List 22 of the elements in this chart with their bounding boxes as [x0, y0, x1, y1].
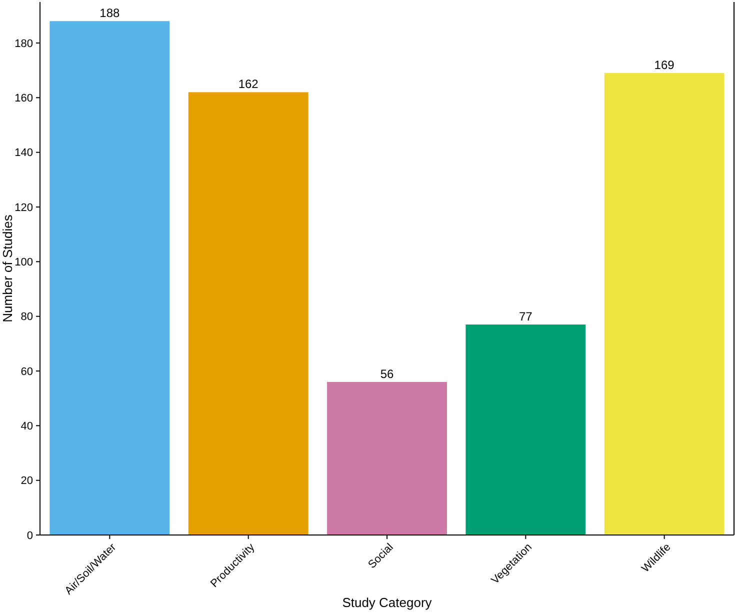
y-tick-label: 100: [14, 256, 33, 269]
data-label: 169: [654, 58, 675, 72]
y-tick-label: 120: [14, 202, 33, 214]
data-label: 77: [518, 310, 533, 324]
y-tick-label: 60: [20, 366, 33, 378]
bar: [50, 21, 170, 535]
y-tick-label: 40: [20, 420, 33, 433]
data-label: 162: [238, 77, 259, 92]
bar: [327, 382, 447, 535]
y-tick-label: 20: [20, 475, 33, 488]
data-label: 56: [380, 366, 394, 381]
bar: [466, 324, 586, 535]
x-axis-title: Study Category: [342, 595, 432, 610]
bar: [188, 92, 308, 535]
bar: [604, 73, 724, 535]
data-label: 188: [100, 6, 120, 20]
y-tick-label: 180: [14, 38, 33, 50]
y-tick-label: 160: [14, 92, 33, 105]
y-tick-label: 140: [14, 147, 33, 160]
y-tick-label: 0: [26, 530, 33, 542]
y-axis-title: Number of Studies: [0, 214, 15, 322]
y-tick-label: 80: [20, 311, 33, 324]
